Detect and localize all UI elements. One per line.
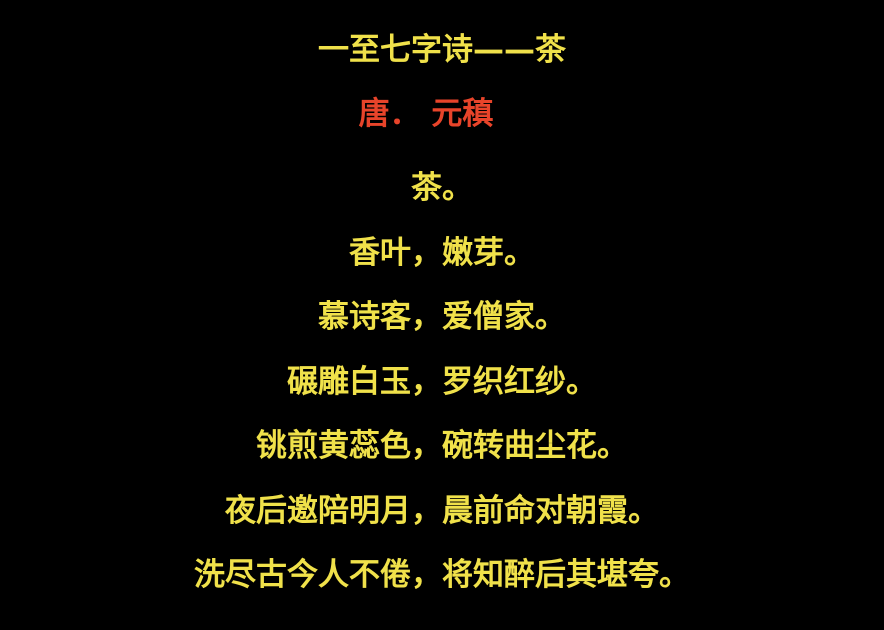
poem-line: 慕诗客，爱僧家。 [318,299,566,335]
poem-line: 铫煎黄蕊色，碗转曲尘花。 [256,428,628,464]
poem-body: 茶。 香叶，嫩芽。 慕诗客，爱僧家。 碾雕白玉，罗织红纱。 铫煎黄蕊色，碗转曲尘… [0,160,884,612]
poem-line: 茶。 [411,170,473,206]
poem-title: 一至七字诗——茶 [318,32,566,68]
poem-line: 香叶，嫩芽。 [349,234,535,271]
poem-line: 洗尽古今人不倦，将知醉后其堪夸。 [194,557,690,593]
poem-author: 唐． 元稹 [358,96,494,132]
poem-line: 碾雕白玉，罗织红纱。 [287,363,597,400]
poem-line: 夜后邀陪明月，晨前命对朝霞。 [225,492,659,529]
